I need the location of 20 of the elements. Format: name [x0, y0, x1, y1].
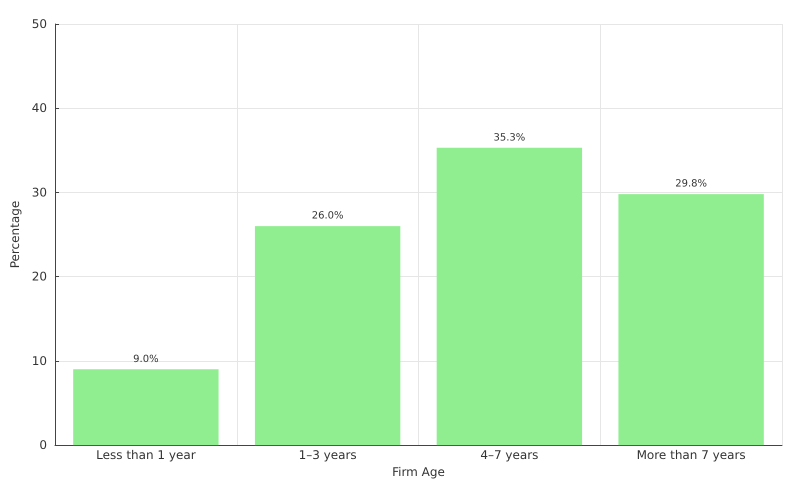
data-label: 9.0% [133, 354, 159, 365]
x-tick-label: 4–7 years [480, 448, 538, 462]
x-tick-label: More than 7 years [636, 448, 746, 462]
y-tick-label: 40 [32, 101, 47, 116]
data-label: 26.0% [312, 210, 344, 222]
y-tick-label: 0 [39, 438, 47, 452]
data-label: 29.8% [675, 178, 708, 190]
bar [618, 194, 764, 446]
y-tick-label: 50 [32, 17, 47, 31]
y-axis-title: Percentage [8, 200, 22, 268]
y-tick-label: 30 [32, 185, 47, 200]
y-tick-label: 10 [32, 354, 47, 368]
bar [73, 369, 219, 446]
x-tick-label: 1–3 years [298, 448, 357, 462]
bar [436, 148, 582, 446]
y-tick-label: 20 [32, 270, 47, 284]
bar [254, 226, 400, 446]
x-tick-label: Less than 1 year [96, 448, 196, 462]
x-axis-title: Firm Age [392, 465, 445, 479]
data-label: 35.3% [493, 132, 526, 144]
